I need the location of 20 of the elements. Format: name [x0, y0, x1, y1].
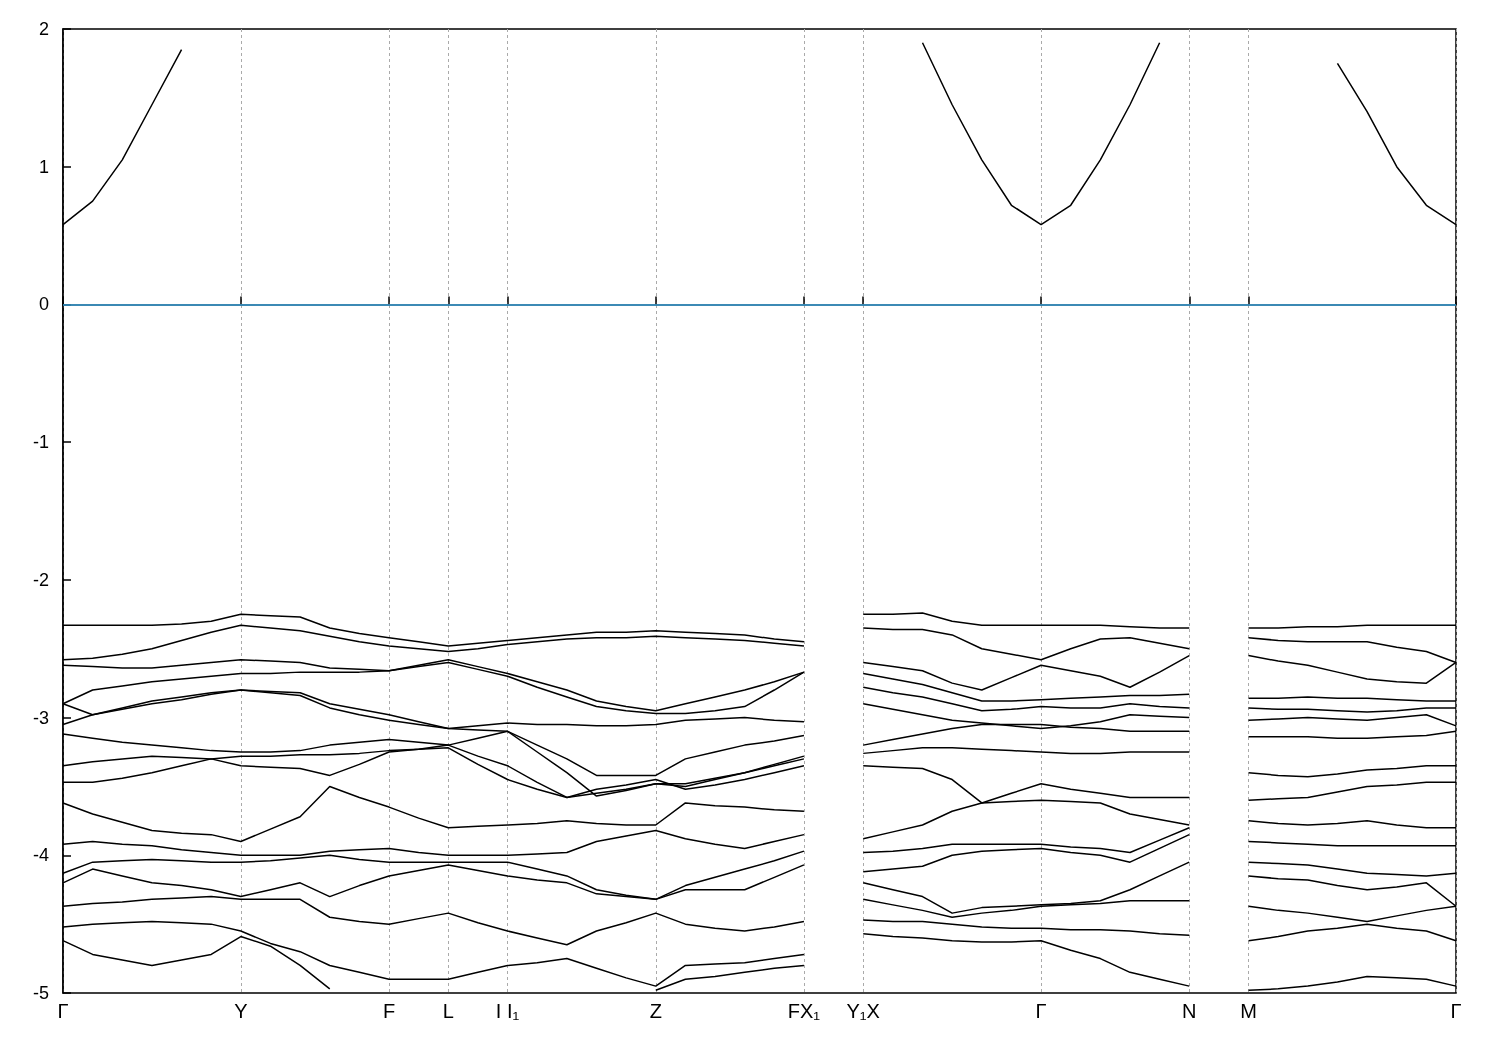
- y-tick-label: -4: [32, 845, 49, 866]
- y-tick-label: -5: [32, 983, 49, 1003]
- x-tick-label: Γ: [57, 1000, 69, 1022]
- y-tick-label: 0: [38, 294, 49, 315]
- x-tick-label: Y₁X: [846, 1000, 880, 1022]
- x-tick-label: Z: [649, 1000, 662, 1022]
- x-tick-label: I I₁: [495, 1000, 520, 1022]
- x-tick-label: N: [1182, 1000, 1197, 1022]
- x-tick-label: M: [1240, 1000, 1257, 1022]
- x-tick-label: FX₁: [787, 1000, 821, 1022]
- x-tick-label: Γ: [1450, 1000, 1462, 1022]
- y-tick-label: 2: [38, 19, 49, 39]
- y-tick-label: -3: [32, 707, 49, 728]
- y-tick-label: -1: [32, 432, 49, 453]
- y-tick-label: -2: [32, 569, 49, 590]
- x-tick-label: Y: [234, 1000, 248, 1022]
- x-tick-label: L: [442, 1000, 454, 1022]
- x-tick-label: Γ: [1035, 1000, 1047, 1022]
- y-tick-label: 1: [38, 156, 49, 177]
- x-tick-label: F: [382, 1000, 396, 1022]
